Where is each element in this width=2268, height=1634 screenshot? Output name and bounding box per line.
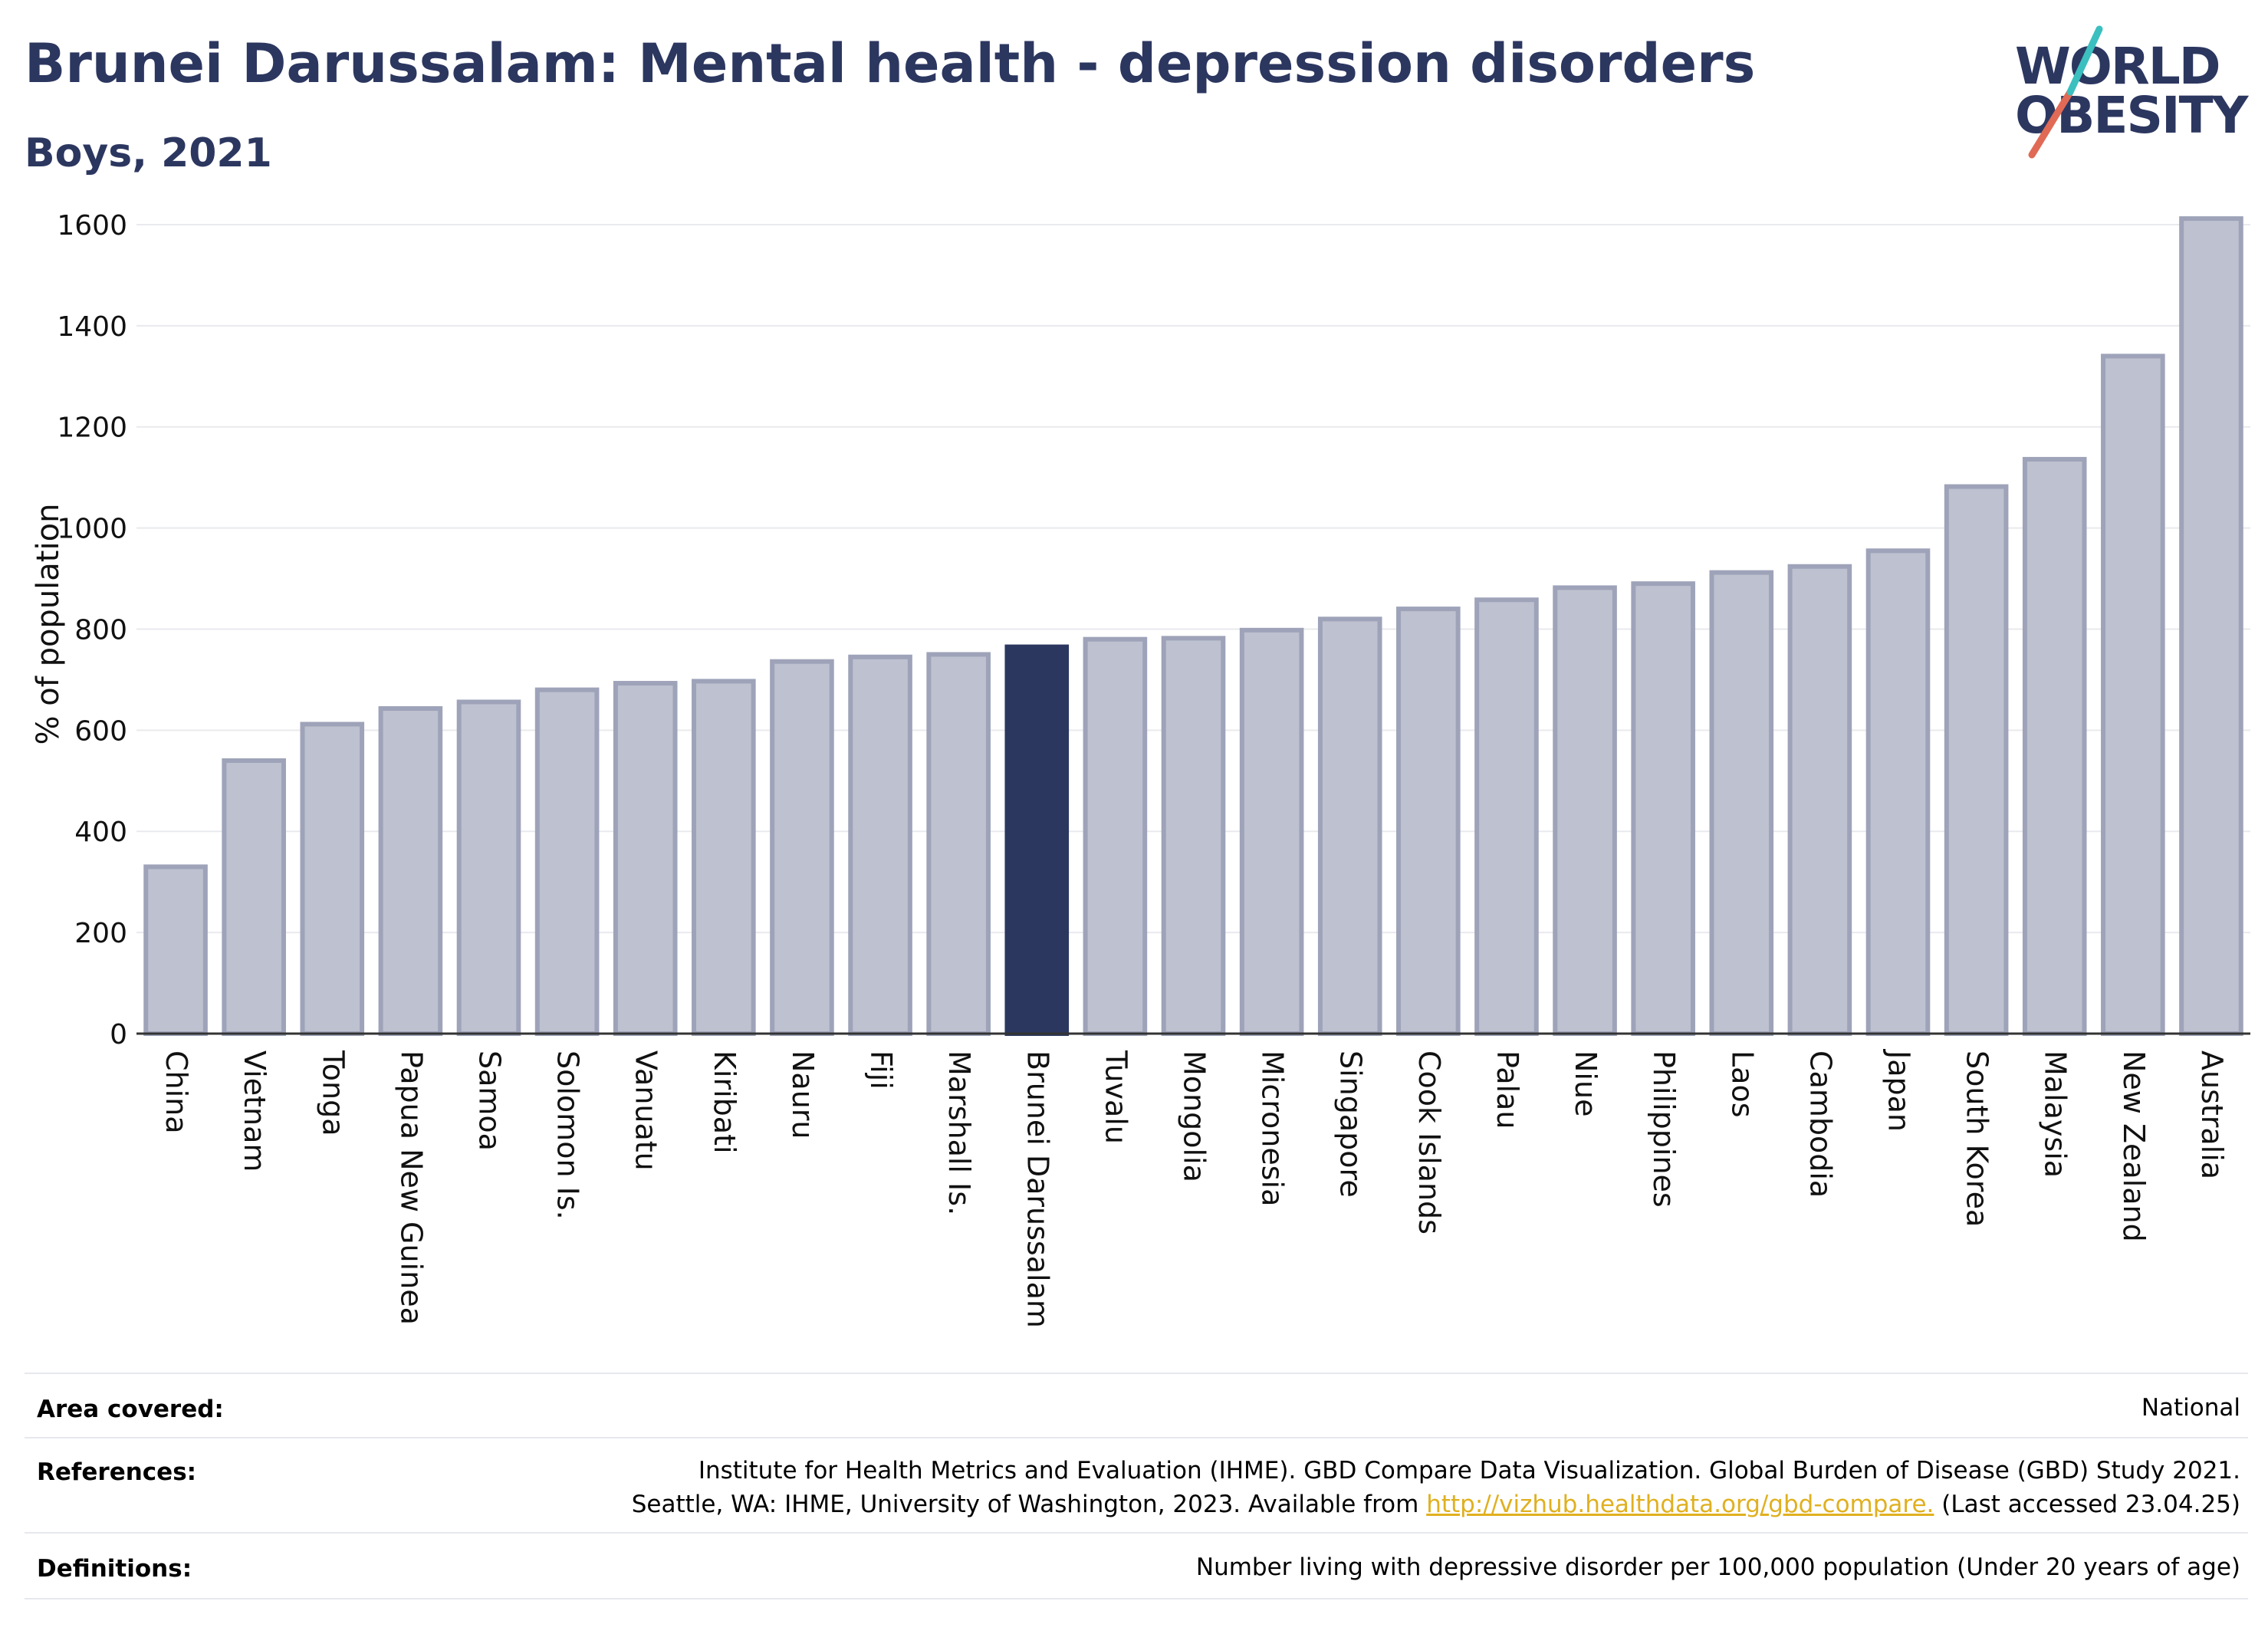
y-axis-label: % of population: [31, 504, 66, 745]
bar: [613, 681, 678, 1036]
y-tick-label: 600: [74, 715, 127, 747]
bar: [534, 687, 600, 1036]
bar: [1161, 636, 1226, 1036]
bar: [300, 722, 365, 1037]
x-tick-label: Laos: [1725, 1050, 1759, 1118]
bar: [1396, 607, 1461, 1036]
bar: [1239, 627, 1304, 1036]
x-tick-label: Solomon Is.: [551, 1050, 585, 1220]
bar-chart: 0 200 400 600 800 1000 1200 1400 1600 % of popula…: [31, 210, 2250, 1328]
area-covered-label: Area covered:: [37, 1396, 224, 1423]
x-tick-label: Papua New Guinea: [394, 1050, 428, 1325]
bar: [1944, 484, 2009, 1036]
x-tick-label: Cook Islands: [1412, 1050, 1446, 1235]
bar: [926, 652, 991, 1036]
x-tick-label: Kiribati: [708, 1050, 741, 1154]
y-tick-label: 800: [74, 614, 127, 646]
definitions-label: Definitions:: [37, 1555, 192, 1583]
references-row: References: Institute for Health Metrics…: [25, 1437, 2248, 1534]
bar: [143, 864, 208, 1037]
y-tick-label: 1600: [57, 210, 127, 242]
x-tick-label: Malaysia: [2039, 1050, 2072, 1178]
x-tick-label: Cambodia: [1803, 1050, 1837, 1198]
x-tick-label: Samoa: [473, 1050, 507, 1151]
y-tick-label: 200: [74, 918, 127, 949]
logo-slash-icon: [2028, 25, 2103, 159]
x-tick-label: Niue: [1569, 1050, 1602, 1116]
x-tick-label: China: [159, 1050, 193, 1134]
x-tick-label: Micronesia: [1256, 1050, 1290, 1206]
bar: [1631, 581, 1695, 1036]
x-tick-label: Brunei Darussalam: [1021, 1050, 1054, 1328]
chart-title: Brunei Darussalam: Mental health - depre…: [25, 32, 1756, 95]
y-tick-label: 0: [110, 1019, 127, 1050]
bar: [1317, 616, 1382, 1036]
y-tick-label: 1400: [57, 311, 127, 343]
references-accessed: (Last accessed 23.04.25): [1934, 1491, 2240, 1518]
x-tick-label: Australia: [2195, 1050, 2229, 1179]
y-tick-label: 1200: [57, 413, 127, 444]
references-value: Institute for Health Metrics and Evaluat…: [632, 1454, 2240, 1521]
x-tick-label: South Korea: [1961, 1050, 1994, 1227]
logo-line1: WORLD: [2015, 37, 2221, 96]
bar: [378, 706, 443, 1036]
x-tick-label: Fiji: [864, 1050, 898, 1090]
x-tick-label: New Zealand: [2117, 1050, 2151, 1242]
x-tick-label: Vietnam: [238, 1050, 271, 1172]
bar: [1083, 636, 1148, 1036]
references-label: References:: [37, 1458, 197, 1486]
area-covered-row: Area covered: National: [25, 1373, 2248, 1438]
x-tick-label: Tonga: [316, 1050, 350, 1136]
area-covered-value: National: [2141, 1394, 2240, 1422]
y-tick-label: 400: [74, 817, 127, 848]
references-line2: Seattle, WA: IHME, University of Washing…: [632, 1488, 2240, 1521]
x-tick-label: Palau: [1491, 1050, 1524, 1129]
x-tick-label: Singapore: [1334, 1050, 1368, 1198]
y-tick-label: 1000: [57, 514, 127, 545]
references-link[interactable]: http://vizhub.healthdata.org/gbd-compare…: [1426, 1491, 1934, 1518]
x-tick-label: Japan: [1882, 1049, 1916, 1132]
references-line2-text: Seattle, WA: IHME, University of Washing…: [631, 1491, 1427, 1518]
bar: [1553, 585, 1617, 1036]
x-tick-label: Tuvalu: [1099, 1050, 1132, 1144]
x-tick-label: Nauru: [786, 1050, 820, 1139]
bar: [2101, 353, 2165, 1036]
x-tick-label: Philippines: [1647, 1050, 1681, 1208]
bar: [848, 654, 912, 1036]
x-tick-label: Vanuatu: [629, 1050, 663, 1171]
definitions-row: Definitions: Number living with depressi…: [25, 1532, 2248, 1599]
x-tick-label: Marshall Is.: [942, 1050, 976, 1215]
bar: [222, 758, 286, 1036]
bar: [1004, 644, 1070, 1037]
bar: [770, 659, 834, 1036]
bar: [1709, 570, 1774, 1036]
x-tick-label: Mongolia: [1178, 1050, 1211, 1182]
bar: [2022, 456, 2087, 1036]
bar: [2179, 216, 2243, 1036]
chart-subtitle: Boys, 2021: [25, 130, 272, 176]
definitions-value: Number living with depressive disorder p…: [1195, 1553, 2240, 1581]
references-line1: Institute for Health Metrics and Evaluat…: [698, 1457, 2240, 1484]
bar: [1865, 548, 1931, 1036]
bar: [1787, 564, 1852, 1036]
bar: [692, 679, 756, 1036]
bar: [1474, 597, 1539, 1036]
bar: [456, 699, 521, 1036]
